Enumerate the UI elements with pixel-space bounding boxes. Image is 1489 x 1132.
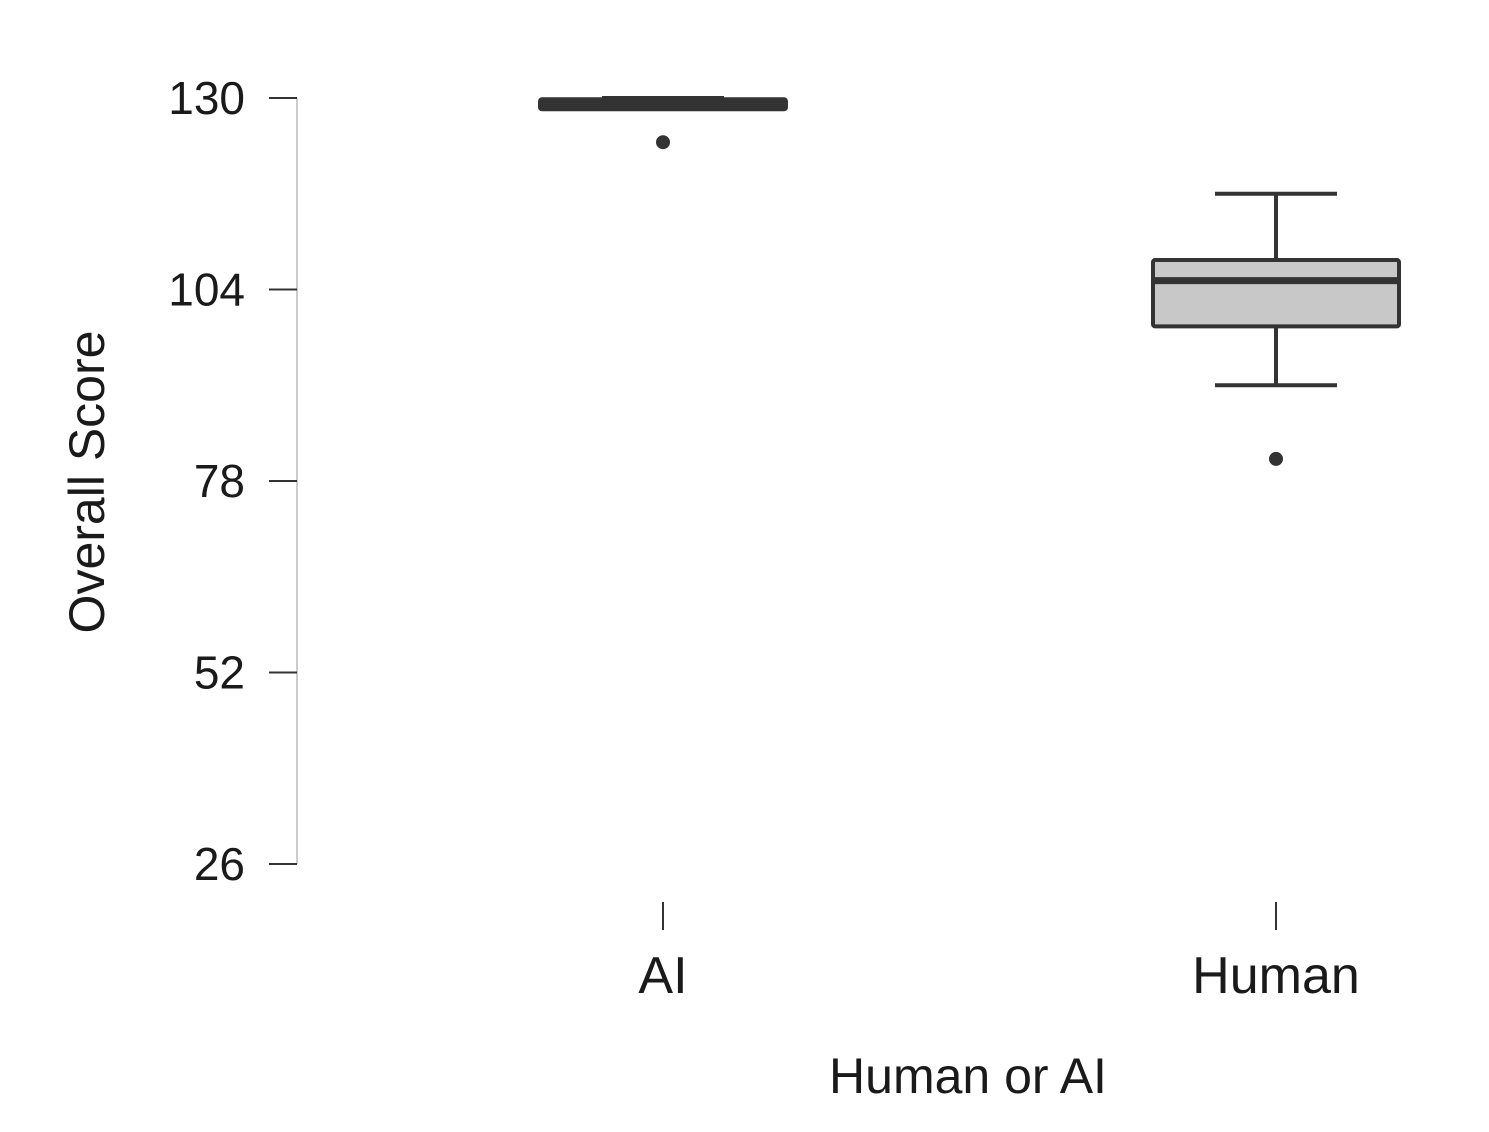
x-axis: AI Human	[638, 902, 1360, 1005]
iqr-box	[1151, 258, 1401, 329]
x-tick-label: AI	[638, 947, 687, 1005]
x-tick-label: Human	[1192, 947, 1360, 1005]
boxes-layer	[538, 96, 1401, 466]
outlier-point	[656, 135, 670, 150]
outlier-point	[1269, 451, 1283, 466]
x-axis-title: Human or AI	[829, 1048, 1107, 1104]
y-axis-title: Overall Score	[59, 331, 115, 634]
y-tick-label: 78	[194, 455, 245, 507]
box-ai	[538, 96, 788, 150]
y-tick-label: 52	[194, 647, 245, 699]
y-axis: 26 52 78 104 130	[168, 72, 298, 890]
y-tick-label: 26	[194, 838, 245, 890]
y-tick-label: 130	[168, 72, 245, 124]
box-human	[1151, 191, 1401, 466]
y-tick-label: 104	[168, 264, 245, 316]
